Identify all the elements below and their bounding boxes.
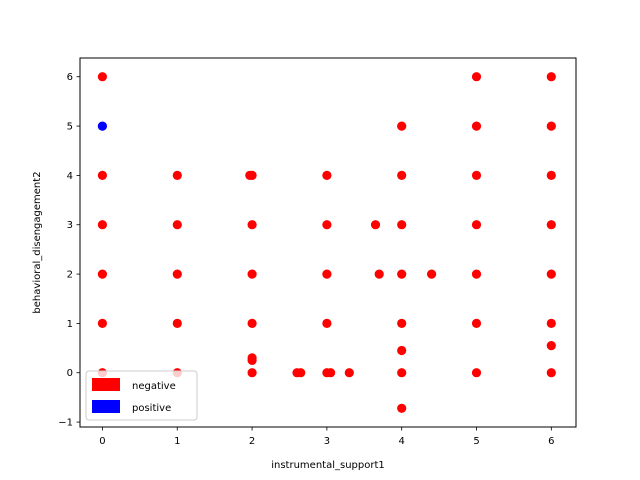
point-negative-3 xyxy=(97,269,107,279)
point-negative-14 xyxy=(247,269,257,279)
point-negative-50 xyxy=(546,269,556,279)
point-negative-36 xyxy=(397,368,407,378)
point-negative-52 xyxy=(546,341,556,351)
y-axis-label: behavioral_disengagement2 xyxy=(32,171,43,313)
point-negative-27 xyxy=(344,368,354,378)
point-negative-31 xyxy=(397,170,407,180)
point-negative-42 xyxy=(471,220,482,230)
point-negative-20 xyxy=(296,368,306,378)
x-tick-label: 6 xyxy=(548,436,554,447)
point-negative-22 xyxy=(322,220,332,230)
point-negative-34 xyxy=(397,318,407,328)
legend: negative positive xyxy=(85,370,198,421)
point-negative-6 xyxy=(172,170,182,180)
point-negative-4 xyxy=(97,318,107,328)
point-negative-37 xyxy=(397,403,407,413)
x-tick-label: 5 xyxy=(473,436,479,447)
point-negative-53 xyxy=(546,368,556,378)
x-axis-label: instrumental_support1 xyxy=(271,460,385,471)
point-negative-44 xyxy=(471,318,482,328)
point-negative-40 xyxy=(471,121,482,131)
legend-swatch-positive xyxy=(92,400,120,413)
point-negative-45 xyxy=(471,368,482,378)
point-negative-18 xyxy=(247,368,257,378)
y-tick-label: 6 xyxy=(67,72,73,83)
y-tick-label: 4 xyxy=(67,171,73,182)
x-axis-ticks: 0 1 2 3 4 5 6 xyxy=(99,427,554,447)
x-tick-label: 1 xyxy=(174,436,180,447)
point-negative-35 xyxy=(397,345,407,356)
point-negative-13 xyxy=(247,220,257,230)
point-negative-2 xyxy=(97,220,107,230)
y-tick-label: 2 xyxy=(67,270,73,281)
point-negative-38 xyxy=(427,269,437,279)
point-negative-30 xyxy=(397,121,407,131)
x-tick-label: 3 xyxy=(324,436,330,447)
plot-frame xyxy=(79,57,577,428)
point-negative-32 xyxy=(397,220,407,230)
x-tick-label: 4 xyxy=(399,436,405,447)
point-positive-0 xyxy=(97,121,107,131)
y-tick-label: 5 xyxy=(67,122,73,133)
y-tick-label: 1 xyxy=(67,319,73,330)
point-negative-0 xyxy=(97,72,107,82)
point-negative-47 xyxy=(546,121,556,131)
point-negative-12 xyxy=(247,170,257,180)
point-negative-41 xyxy=(471,170,482,180)
y-tick-label: 3 xyxy=(67,220,73,231)
point-negative-7 xyxy=(172,220,182,230)
y-tick-label: 0 xyxy=(67,368,73,379)
point-negative-39 xyxy=(471,72,482,82)
legend-label-negative: negative xyxy=(132,381,176,392)
point-negative-9 xyxy=(172,318,182,328)
point-negative-33 xyxy=(397,269,407,279)
point-negative-49 xyxy=(546,220,556,230)
x-tick-label: 0 xyxy=(99,436,105,447)
point-negative-1 xyxy=(97,170,107,180)
point-negative-48 xyxy=(546,170,556,180)
point-negative-46 xyxy=(546,72,556,82)
point-negative-28 xyxy=(370,220,381,230)
y-tick-label: −1 xyxy=(58,418,73,429)
legend-swatch-negative xyxy=(92,378,120,391)
point-negative-21 xyxy=(322,170,332,180)
point-negative-29 xyxy=(374,269,384,279)
point-negative-51 xyxy=(546,318,556,328)
point-negative-17 xyxy=(247,355,257,365)
point-negative-26 xyxy=(326,368,336,378)
legend-label-positive: positive xyxy=(132,403,171,414)
point-negative-24 xyxy=(322,318,332,328)
point-negative-15 xyxy=(247,318,257,328)
point-negative-43 xyxy=(471,269,482,279)
point-negative-23 xyxy=(322,269,332,279)
y-axis-ticks: −1 0 1 2 3 4 5 6 xyxy=(58,72,80,429)
x-tick-label: 2 xyxy=(249,436,255,447)
point-negative-8 xyxy=(172,269,182,279)
